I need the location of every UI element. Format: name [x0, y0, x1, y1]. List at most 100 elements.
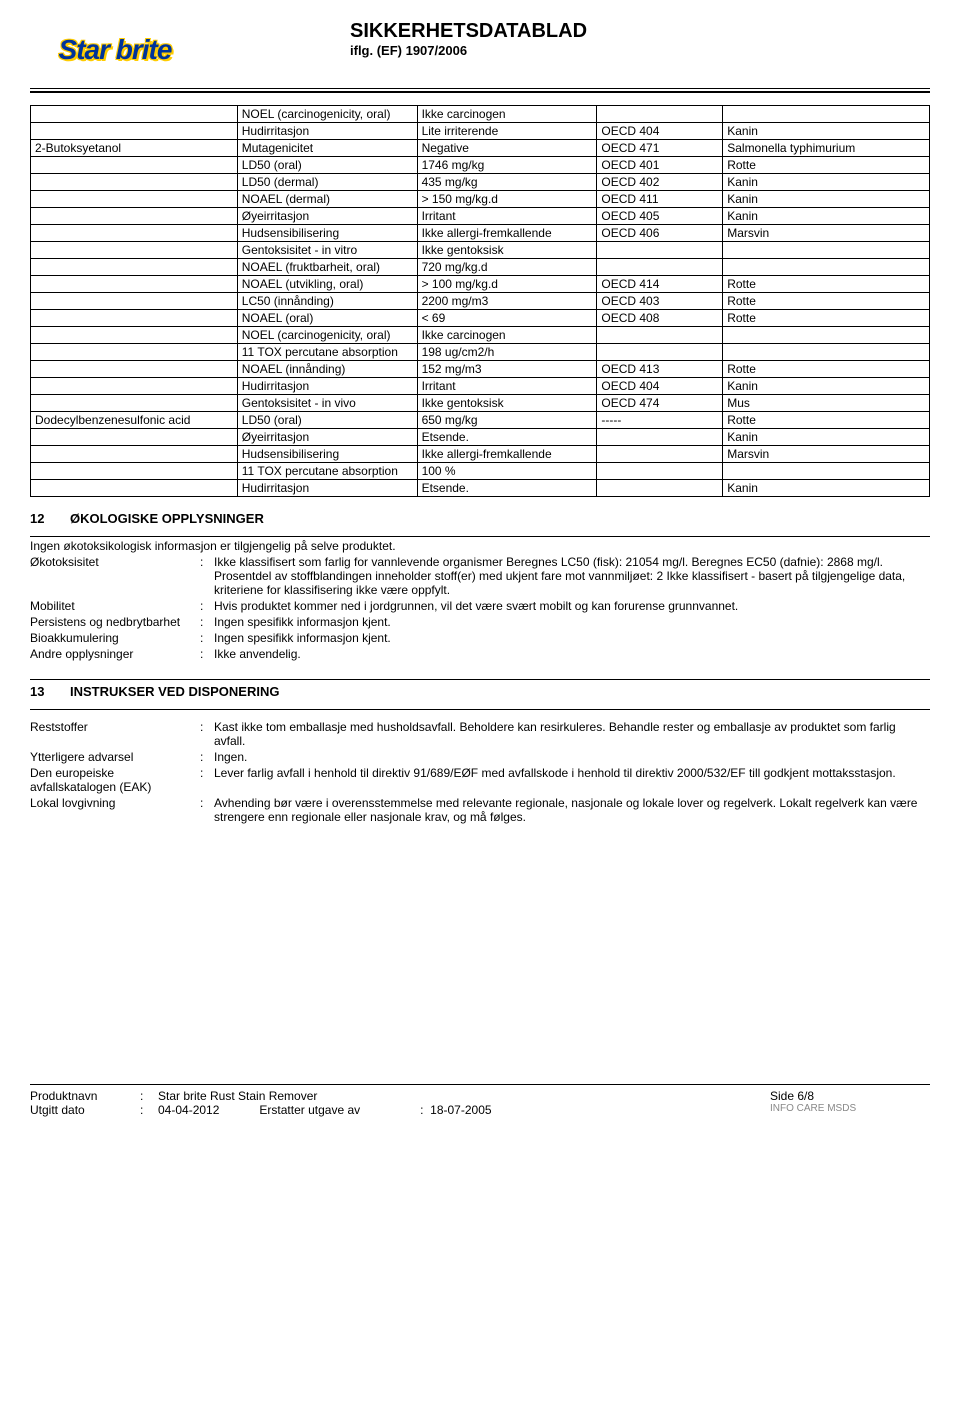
table-cell [31, 429, 238, 446]
table-cell: Mus [723, 395, 930, 412]
utgitt-label: Utgitt dato [30, 1103, 140, 1117]
reststoffer-row: Reststoffer : Kast ikke tom emballasje m… [30, 720, 930, 748]
ytterligere-value: Ingen. [214, 750, 930, 764]
reststoffer-label: Reststoffer [30, 720, 200, 748]
footer-row-2: Utgitt dato : 04-04-2012 Erstatter utgav… [30, 1103, 930, 1117]
bioakk-row: Bioakkumulering : Ingen spesifikk inform… [30, 631, 930, 645]
table-cell [723, 259, 930, 276]
table-cell [31, 327, 238, 344]
table-row: Gentoksisitet - in vivoIkke gentoksiskOE… [31, 395, 930, 412]
table-cell: Ikke allergi-fremkallende [417, 446, 597, 463]
table-row: ØyeirritasjonIrritantOECD 405Kanin [31, 208, 930, 225]
table-row: Dodecylbenzenesulfonic acidLD50 (oral)65… [31, 412, 930, 429]
table-cell [31, 259, 238, 276]
andre-value: Ikke anvendelig. [214, 647, 930, 661]
table-cell: Kanin [723, 208, 930, 225]
colon: : [200, 750, 214, 764]
table-cell [31, 276, 238, 293]
table-cell: NOAEL (dermal) [237, 191, 417, 208]
section-13-title: INSTRUKSER VED DISPONERING [70, 684, 930, 699]
table-cell: NOAEL (fruktbarheit, oral) [237, 259, 417, 276]
table-cell [597, 259, 723, 276]
erstatter-date: 18-07-2005 [430, 1103, 491, 1117]
colon: : [140, 1089, 158, 1103]
table-cell [723, 463, 930, 480]
table-cell: OECD 404 [597, 378, 723, 395]
table-cell: Etsende. [417, 429, 597, 446]
bioakk-value: Ingen spesifikk informasjon kjent. [214, 631, 930, 645]
section-12-number: 12 [30, 511, 70, 526]
table-cell: Negative [417, 140, 597, 157]
table-cell: OECD 403 [597, 293, 723, 310]
table-row: ØyeirritasjonEtsende.Kanin [31, 429, 930, 446]
table-cell: OECD 413 [597, 361, 723, 378]
table-cell: 435 mg/kg [417, 174, 597, 191]
table-cell: Hudirritasjon [237, 480, 417, 497]
table-cell: 11 TOX percutane absorption [237, 463, 417, 480]
table-cell: Salmonella typhimurium [723, 140, 930, 157]
persistens-value: Ingen spesifikk informasjon kjent. [214, 615, 930, 629]
table-cell [31, 208, 238, 225]
erstatter-colon: : [420, 1103, 423, 1117]
andre-label: Andre opplysninger [30, 647, 200, 661]
table-cell: 650 mg/kg [417, 412, 597, 429]
table-cell [31, 191, 238, 208]
table-cell [31, 106, 238, 123]
section-12-title: ØKOLOGISKE OPPLYSNINGER [70, 511, 930, 526]
table-cell: Kanin [723, 123, 930, 140]
table-cell: Gentoksisitet - in vivo [237, 395, 417, 412]
logo: Star brite [30, 20, 200, 80]
table-row: NOAEL (dermal)> 150 mg/kg.dOECD 411Kanin [31, 191, 930, 208]
table-cell [597, 106, 723, 123]
table-cell: OECD 474 [597, 395, 723, 412]
table-cell: Rotte [723, 157, 930, 174]
tox-table: NOEL (carcinogenicity, oral)Ikke carcino… [30, 105, 930, 497]
table-cell [723, 106, 930, 123]
table-cell [31, 310, 238, 327]
table-cell: ----- [597, 412, 723, 429]
table-cell: NOAEL (utvikling, oral) [237, 276, 417, 293]
eak-label: Den europeiske avfallskatalogen (EAK) [30, 766, 200, 794]
produktnavn-value: Star brite Rust Stain Remover [158, 1089, 770, 1103]
footer-row-1: Produktnavn : Star brite Rust Stain Remo… [30, 1089, 930, 1103]
table-cell: Øyeirritasjon [237, 208, 417, 225]
andre-row: Andre opplysninger : Ikke anvendelig. [30, 647, 930, 661]
table-cell [31, 344, 238, 361]
mobilitet-label: Mobilitet [30, 599, 200, 613]
table-cell: Hudirritasjon [237, 123, 417, 140]
table-cell: OECD 404 [597, 123, 723, 140]
table-cell: Kanin [723, 480, 930, 497]
table-cell: OECD 402 [597, 174, 723, 191]
ytterligere-label: Ytterligere advarsel [30, 750, 200, 764]
table-cell: NOEL (carcinogenicity, oral) [237, 106, 417, 123]
table-cell [31, 123, 238, 140]
page-header: Star brite SIKKERHETSDATABLAD iflg. (EF)… [30, 20, 930, 80]
table-cell [723, 242, 930, 259]
table-row: HudsensibiliseringIkke allergi-fremkalle… [31, 446, 930, 463]
lokal-row: Lokal lovgivning : Avhending bør være i … [30, 796, 930, 824]
table-cell [31, 174, 238, 191]
table-cell: 152 mg/m3 [417, 361, 597, 378]
table-cell: Lite irriterende [417, 123, 597, 140]
section-13-divider-top [30, 679, 930, 680]
table-cell [597, 344, 723, 361]
eak-row: Den europeiske avfallskatalogen (EAK) : … [30, 766, 930, 794]
table-cell: Irritant [417, 208, 597, 225]
eak-value: Lever farlig avfall i henhold til direkt… [214, 766, 930, 794]
logo-text: Star brite [59, 34, 172, 66]
table-cell: Rotte [723, 361, 930, 378]
table-cell [31, 293, 238, 310]
table-cell [31, 242, 238, 259]
table-cell: LD50 (dermal) [237, 174, 417, 191]
table-row: HudirritasjonIrritantOECD 404Kanin [31, 378, 930, 395]
table-cell: Rotte [723, 310, 930, 327]
header-divider-thin [30, 88, 930, 89]
table-cell [31, 361, 238, 378]
document-title: SIKKERHETSDATABLAD [350, 20, 930, 43]
table-cell [31, 225, 238, 242]
section-12-head: 12 ØKOLOGISKE OPPLYSNINGER [30, 511, 930, 526]
table-cell [31, 446, 238, 463]
colon: : [200, 647, 214, 661]
table-cell: Gentoksisitet - in vitro [237, 242, 417, 259]
table-cell: Irritant [417, 378, 597, 395]
